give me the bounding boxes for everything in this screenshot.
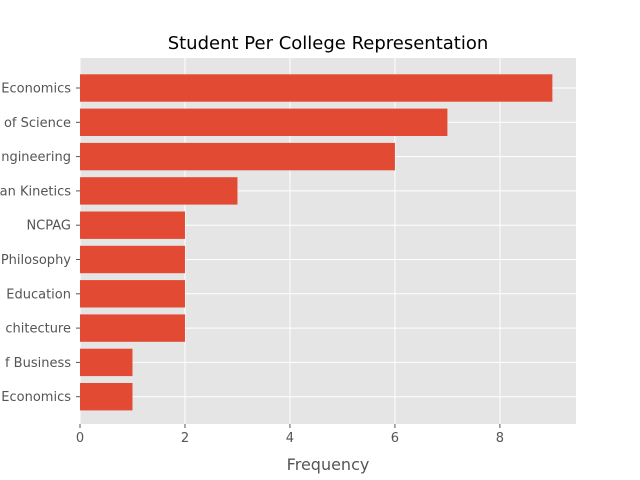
bar	[80, 177, 238, 205]
bar	[80, 245, 185, 274]
bar	[80, 211, 185, 239]
y-tick-label: Economics	[1, 82, 71, 97]
x-tick-label: 8	[496, 431, 504, 446]
x-ticks-layer: 0 2 4 6 8	[76, 424, 504, 446]
bars-layer	[80, 74, 553, 411]
y-tick-label: ngineering	[1, 150, 71, 165]
bar	[80, 280, 185, 308]
y-tick-label: an Kinetics	[0, 184, 71, 199]
x-tick-label: 0	[76, 431, 84, 446]
y-tick-label: chitecture	[5, 322, 71, 337]
bar	[80, 74, 553, 102]
bar	[80, 142, 395, 171]
y-tick-label: Education	[6, 287, 71, 302]
bar	[80, 348, 133, 377]
chart-title: Student Per College Representation	[168, 33, 489, 54]
y-tick-label: NCPAG	[26, 219, 71, 234]
y-labels-layer: Economics of Science ngineering an Kinetics…	[0, 82, 80, 405]
y-tick-label: Economics	[1, 390, 71, 405]
y-tick-label: Philosophy	[1, 253, 71, 268]
x-tick-label: 6	[391, 431, 399, 446]
x-tick-label: 2	[181, 431, 189, 446]
x-tick-label: 4	[286, 431, 294, 446]
x-axis-label: Frequency	[287, 455, 370, 474]
y-tick-label: of Science	[4, 116, 71, 131]
bar	[80, 383, 133, 411]
y-tick-label: f Business	[5, 356, 71, 371]
bar	[80, 314, 185, 342]
bar	[80, 108, 448, 136]
